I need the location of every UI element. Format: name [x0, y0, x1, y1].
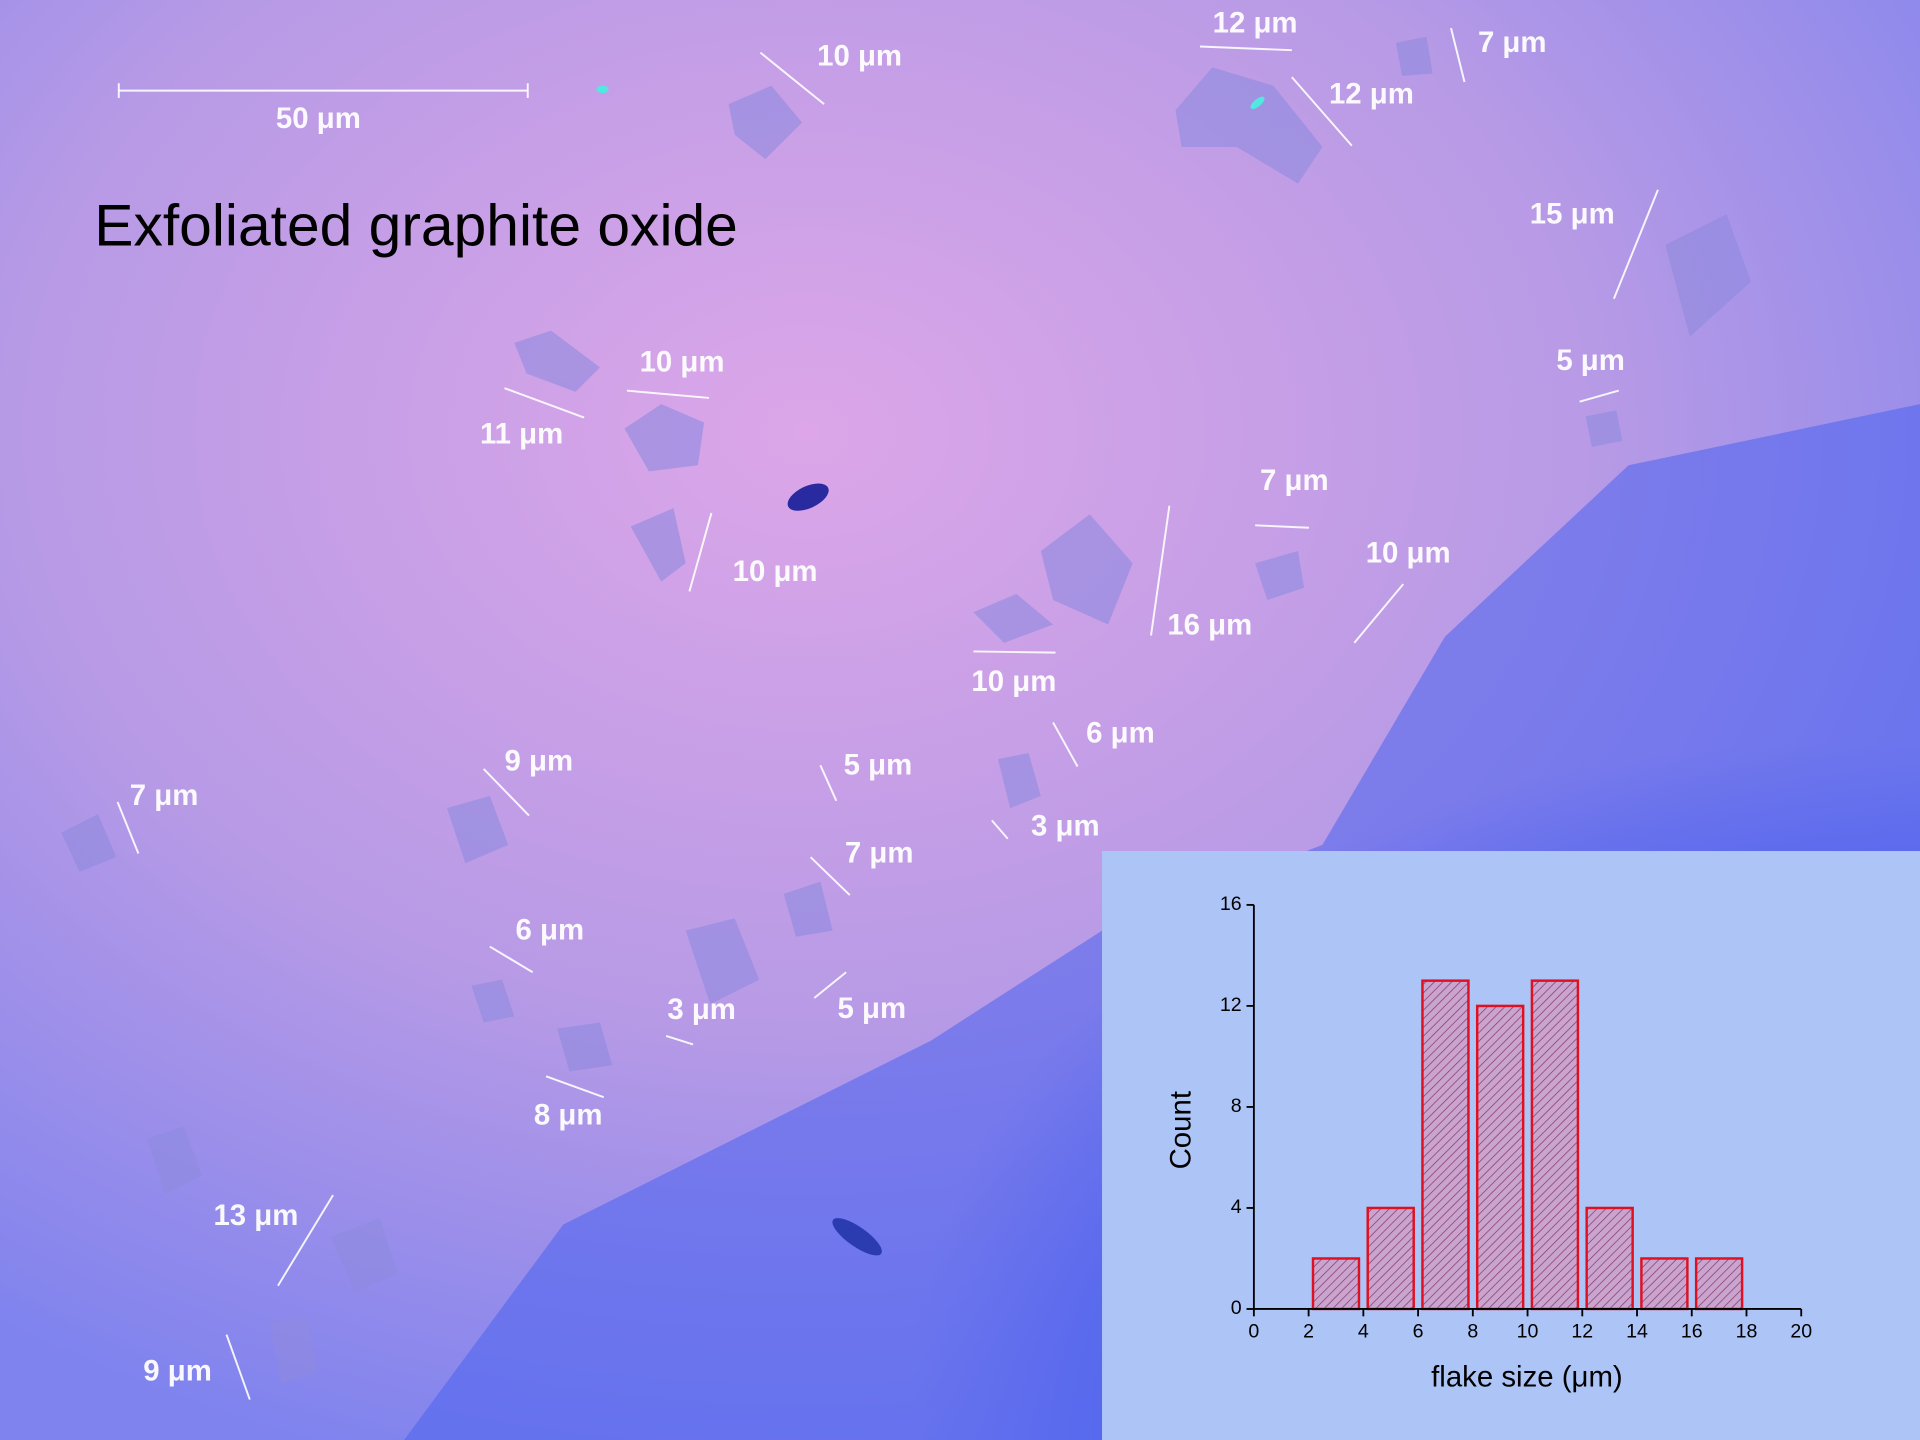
- y-tick-label: 0: [1231, 1297, 1242, 1319]
- page: {"image": {"title": "Exfoliated graphite…: [0, 0, 1920, 1440]
- annotation-label: 12 μm: [1329, 77, 1414, 110]
- annotation-label: 5 μm: [838, 992, 907, 1025]
- x-tick-label: 6: [1413, 1320, 1424, 1342]
- x-tick-label: 12: [1571, 1320, 1593, 1342]
- scale-bar-label: 50 μm: [276, 102, 361, 135]
- y-tick-label: 8: [1231, 1095, 1242, 1117]
- bar: [1696, 1258, 1742, 1309]
- annotation-label: 5 μm: [1556, 344, 1625, 377]
- histogram-inset: flake size (μm) Count 0 2 4 6 8 10 12 14 16 18 20 0…: [1102, 851, 1920, 1440]
- x-tick-label: 8: [1467, 1320, 1478, 1342]
- annotation-label: 10 μm: [733, 555, 818, 588]
- bar: [1422, 981, 1468, 1309]
- annotation-label: 6 μm: [1086, 716, 1155, 749]
- x-tick-label: 16: [1681, 1320, 1703, 1342]
- annotation-label: 8 μm: [534, 1099, 603, 1132]
- x-tick-label: 10: [1517, 1320, 1539, 1342]
- annotation-label: 7 μm: [845, 836, 914, 869]
- x-tick-label: 2: [1303, 1320, 1314, 1342]
- micrograph: Exfoliated graphite oxide 50 μm 10 μm 12 …: [0, 0, 1920, 1440]
- annotation-label: 7 μm: [1260, 464, 1329, 497]
- annotation-label: 7 μm: [1478, 26, 1547, 59]
- annotation-label: 10 μm: [971, 665, 1056, 698]
- x-axis-label: flake size (μm): [1431, 1361, 1623, 1394]
- title: Exfoliated graphite oxide: [94, 194, 738, 259]
- bar: [1368, 1208, 1414, 1309]
- annotation-label: 3 μm: [667, 993, 736, 1026]
- annotation-label: 10 μm: [1366, 536, 1451, 569]
- bar: [1477, 1006, 1523, 1309]
- annotation-label: 9 μm: [504, 745, 573, 778]
- x-tick-label: 0: [1248, 1320, 1259, 1342]
- annotation-label: 12 μm: [1213, 6, 1298, 39]
- annotation-label: 5 μm: [844, 748, 913, 781]
- x-tick-label: 4: [1358, 1320, 1369, 1342]
- annotation-label: 9 μm: [143, 1354, 212, 1387]
- x-tick-label: 18: [1736, 1320, 1758, 1342]
- particle: [596, 86, 608, 93]
- y-tick-label: 4: [1231, 1196, 1242, 1218]
- annotation-label: 16 μm: [1167, 609, 1252, 642]
- annotation-line: [973, 651, 1055, 652]
- y-axis-label: Count: [1165, 1091, 1198, 1169]
- annotation-label: 6 μm: [515, 914, 584, 947]
- annotation-label: 13 μm: [213, 1199, 298, 1232]
- bar: [1587, 1208, 1633, 1309]
- annotation-label: 11 μm: [480, 418, 563, 451]
- x-tick-label: 20: [1790, 1320, 1812, 1342]
- annotation-label: 15 μm: [1530, 197, 1615, 230]
- bar: [1313, 1258, 1359, 1309]
- y-tick-label: 16: [1220, 893, 1242, 915]
- bar: [1641, 1258, 1687, 1309]
- annotation-label: 10 μm: [817, 39, 902, 72]
- annotation-label: 10 μm: [640, 345, 725, 378]
- bar: [1532, 981, 1578, 1309]
- annotation-label: 7 μm: [130, 779, 199, 812]
- x-tick-label: 14: [1626, 1320, 1648, 1342]
- annotation-label: 3 μm: [1031, 810, 1100, 843]
- y-tick-label: 12: [1220, 994, 1242, 1016]
